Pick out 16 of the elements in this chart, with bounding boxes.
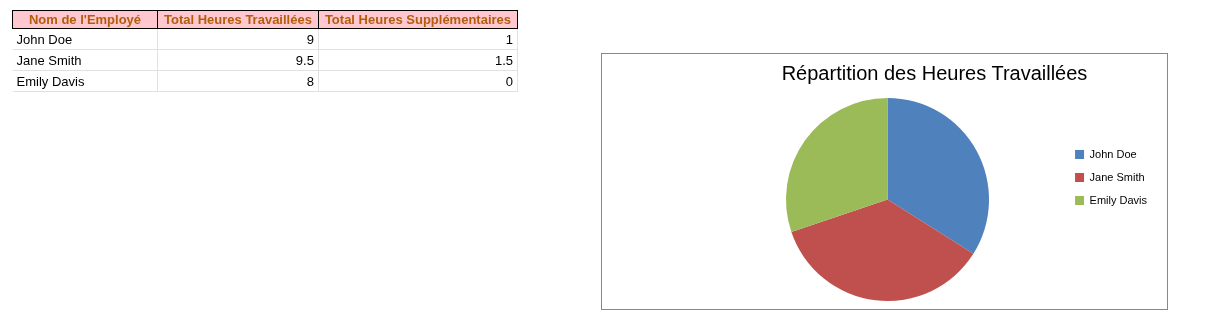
legend-label: Jane Smith [1089,170,1145,183]
data-label: 1 [318,28,518,50]
text: Total Heures Supplémentaires [318,10,518,29]
chart-title: Répartition des Heures Travaillées [781,61,1088,84]
data-label: 0 [318,70,518,92]
category-label: Jane Smith [12,49,158,71]
data-label: 1.5 [318,49,518,71]
legend-label: Emily Davis [1089,193,1148,206]
data-label: 9.5 [157,49,319,71]
category-label: Emily Davis [12,70,158,92]
data-label: 9 [157,28,319,50]
category-label: John Doe [12,28,158,50]
data-label: 8 [157,70,319,92]
text: Total Heures Travaillées [157,10,319,29]
text: Nom de l'Employé [12,10,158,29]
legend-label: John Doe [1089,147,1137,160]
